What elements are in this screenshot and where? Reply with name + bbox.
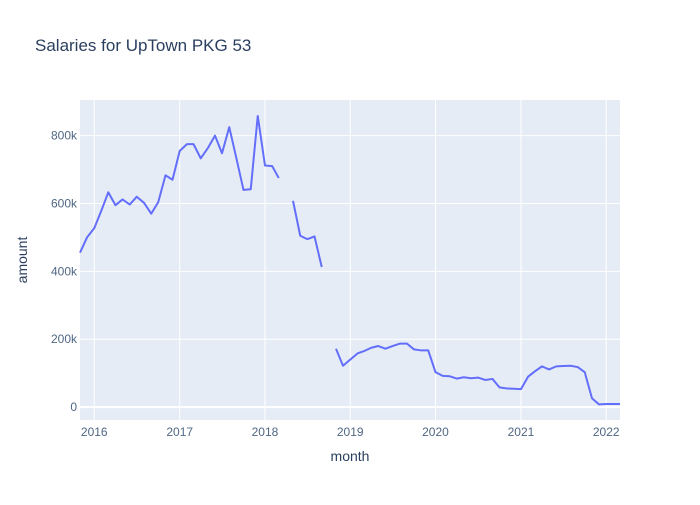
data-point[interactable] [288, 196, 298, 206]
series-segment[interactable] [335, 342, 620, 406]
data-point[interactable] [231, 154, 241, 164]
data-point[interactable] [615, 399, 625, 409]
data-point[interactable] [224, 122, 234, 132]
data-point[interactable] [103, 187, 113, 197]
data-point[interactable] [89, 223, 99, 233]
y-gridlines [80, 135, 620, 409]
data-point[interactable] [139, 198, 149, 208]
x-tick-label: 2017 [166, 425, 193, 439]
x-tick-label: 2016 [81, 425, 108, 439]
data-point[interactable] [82, 232, 92, 242]
data-point[interactable] [246, 184, 256, 194]
series-segment[interactable] [79, 114, 280, 254]
data-point[interactable] [167, 175, 177, 185]
x-axis-label: month [331, 448, 370, 464]
data-point[interactable] [580, 367, 590, 377]
y-tick-label: 200k [51, 332, 78, 346]
data-point[interactable] [516, 384, 526, 394]
y-tick-labels: 0 200k 400k 600k 800k [51, 129, 78, 414]
data-point[interactable] [196, 153, 206, 163]
data-point[interactable] [125, 200, 135, 210]
data-point[interactable] [253, 111, 263, 121]
x-tick-labels: 2016 2017 2018 2019 2020 2021 2022 [81, 425, 620, 439]
y-axis-label: amount [14, 237, 30, 284]
series-layer [75, 111, 625, 409]
data-point[interactable] [210, 131, 220, 141]
y-tick-label: 800k [51, 129, 78, 143]
x-tick-label: 2022 [593, 425, 620, 439]
x-tick-label: 2021 [508, 425, 535, 439]
data-point[interactable] [274, 173, 284, 183]
data-point[interactable] [75, 248, 85, 258]
data-point[interactable] [189, 139, 199, 149]
y-tick-label: 400k [51, 264, 78, 278]
series-line[interactable] [75, 111, 625, 409]
data-point[interactable] [96, 205, 106, 215]
data-point[interactable] [487, 374, 497, 384]
data-point[interactable] [267, 161, 277, 171]
data-point[interactable] [331, 344, 341, 354]
data-point[interactable] [203, 143, 213, 153]
chart-title: Salaries for UpTown PKG 53 [35, 36, 251, 55]
y-tick-label: 600k [51, 196, 78, 210]
data-point[interactable] [310, 231, 320, 241]
x-tick-label: 2019 [337, 425, 364, 439]
x-tick-label: 2018 [252, 425, 279, 439]
data-point[interactable] [217, 148, 227, 158]
data-point[interactable] [317, 262, 327, 272]
y-tick-label: 0 [70, 400, 77, 414]
data-point[interactable] [153, 197, 163, 207]
data-point[interactable] [146, 209, 156, 219]
series-segment[interactable] [292, 200, 323, 268]
data-point[interactable] [423, 345, 433, 355]
x-tick-label: 2020 [422, 425, 449, 439]
